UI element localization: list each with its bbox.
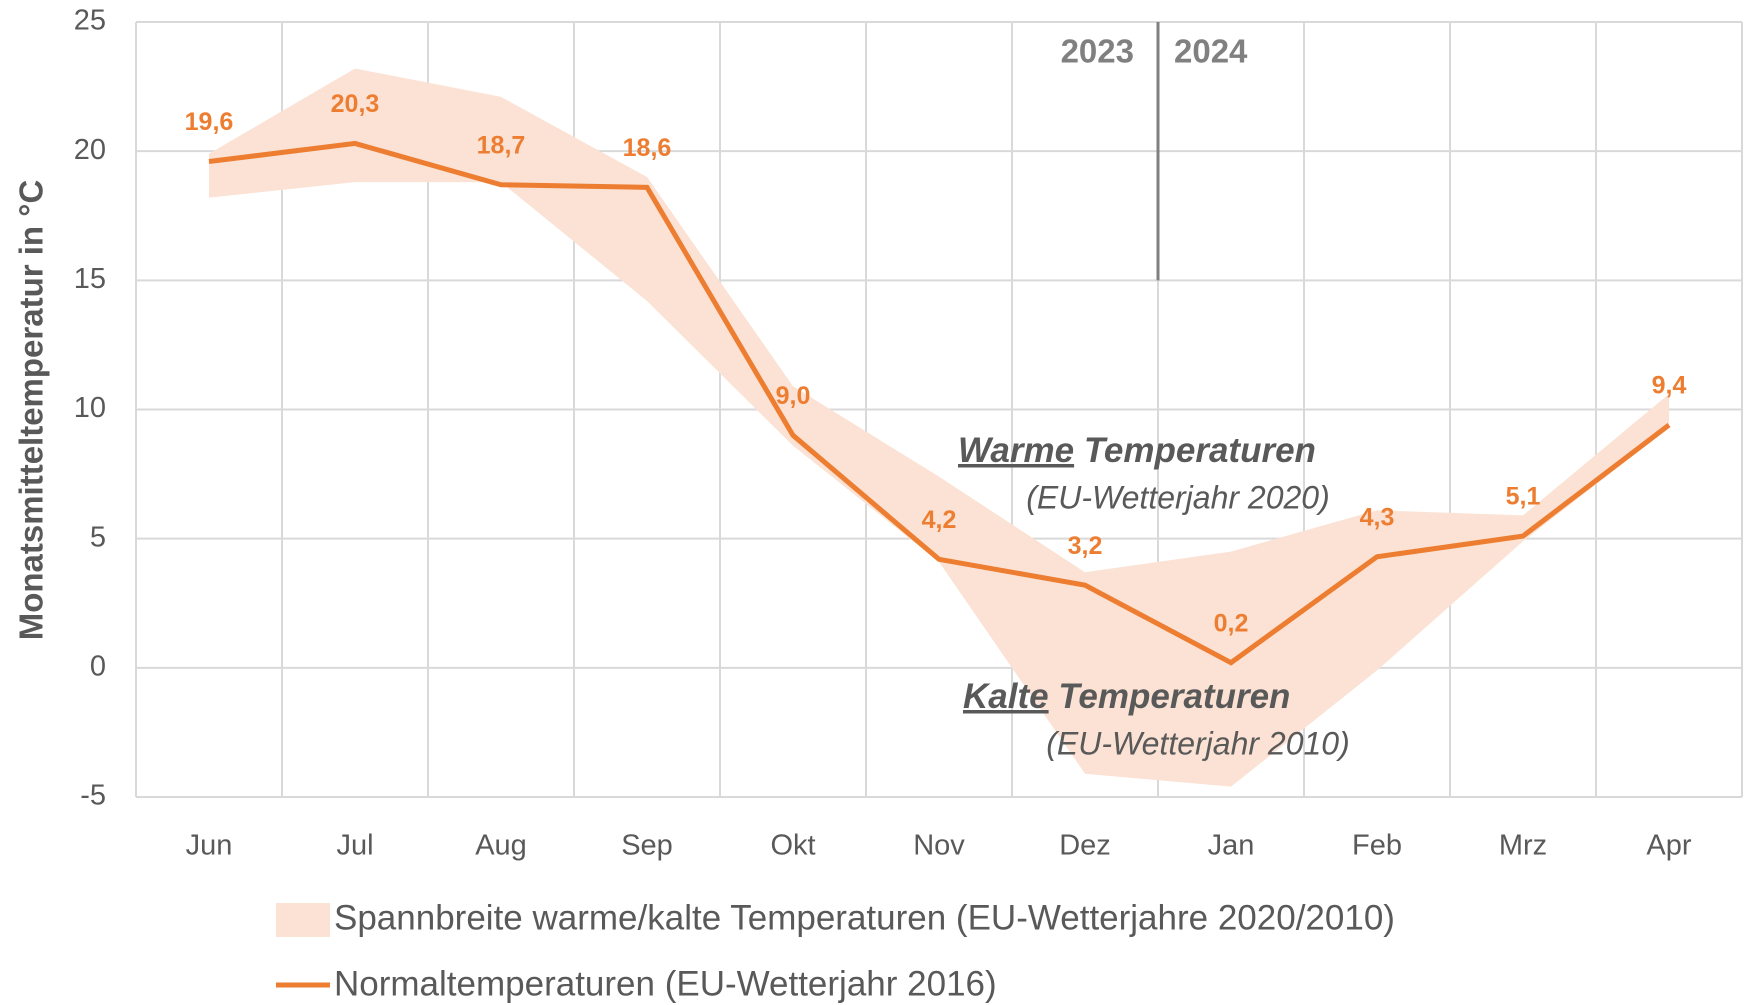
y-tick-label: 25: [74, 5, 106, 37]
value-label: 9,0: [776, 382, 811, 410]
x-tick-label: Sep: [621, 830, 673, 862]
x-tick-label: Jun: [186, 830, 233, 862]
y-tick-label: 10: [74, 392, 106, 424]
year-label: 2023: [1061, 33, 1134, 70]
value-label: 4,3: [1360, 503, 1395, 531]
y-axis-label: Monatsmitteltemperatur in °C: [13, 180, 50, 641]
value-label: 5,1: [1506, 483, 1541, 511]
value-label: 19,6: [185, 108, 234, 136]
x-tick-label: Jan: [1208, 830, 1255, 862]
annotation-note: (EU-Wetterjahr 2010): [1046, 725, 1350, 761]
value-label: 3,2: [1068, 532, 1103, 560]
y-tick-label: -5: [80, 780, 106, 812]
value-label: 4,2: [922, 506, 957, 534]
annotation-text: Temperaturen: [1058, 677, 1290, 716]
annotation-text: Temperaturen: [1084, 431, 1316, 470]
x-tick-label: Dez: [1059, 830, 1111, 862]
value-label: 20,3: [331, 90, 380, 118]
line: [208, 140, 1671, 666]
annotation-underlined: Kalte: [963, 677, 1049, 716]
legend-swatch: [276, 903, 330, 937]
x-tick-label: Nov: [913, 830, 965, 862]
annotation-note: (EU-Wetterjahr 2020): [1026, 479, 1330, 515]
annotation: Warme Temperaturen: [958, 431, 1316, 470]
x-tick-label: Feb: [1352, 830, 1402, 862]
legend-label: Normaltemperaturen (EU-Wetterjahr 2016): [334, 964, 997, 1003]
x-tick-label: Mrz: [1499, 830, 1547, 862]
x-tick-label: Apr: [1646, 830, 1691, 862]
value-label: 18,6: [623, 134, 672, 162]
y-tick-label: 20: [74, 134, 106, 166]
value-label: 18,7: [477, 131, 526, 159]
value-label: 9,4: [1652, 372, 1687, 400]
annotation-underlined: Warme: [958, 431, 1074, 470]
y-tick-label: 0: [90, 650, 106, 682]
x-tick-label: Aug: [475, 830, 527, 862]
year-label: 2024: [1174, 33, 1248, 70]
legend-label: Spannbreite warme/kalte Temperaturen (EU…: [334, 898, 1395, 937]
annotation: Kalte Temperaturen: [963, 677, 1290, 716]
y-tick-label: 15: [74, 263, 106, 295]
y-tick-label: 5: [90, 521, 106, 553]
x-tick-label: Jul: [336, 830, 373, 862]
x-tick-label: Okt: [770, 830, 815, 862]
value-label: 0,2: [1214, 609, 1249, 637]
